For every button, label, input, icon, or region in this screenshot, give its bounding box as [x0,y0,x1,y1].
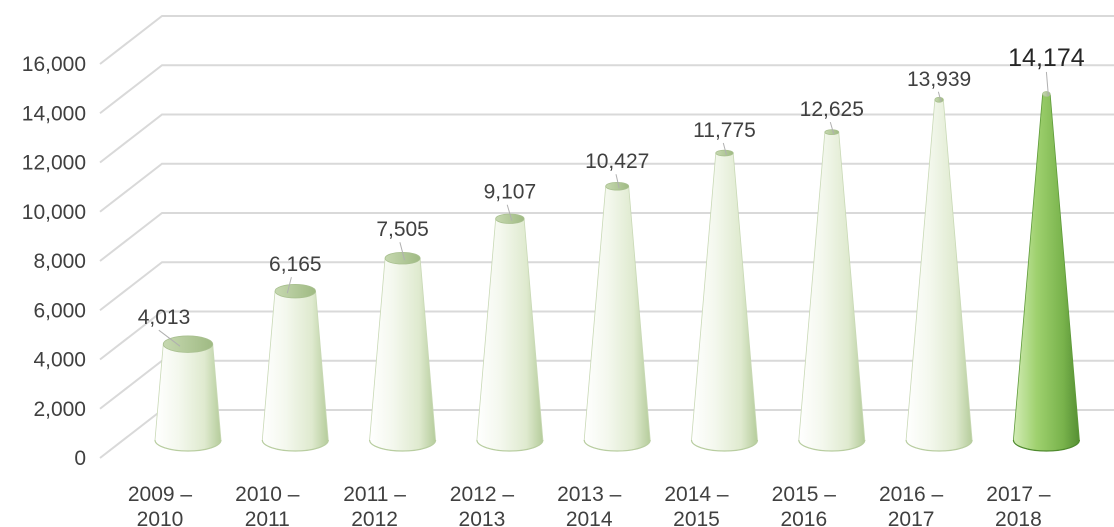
y-tick-label: 2,000 [33,398,86,421]
bar-body [154,343,222,452]
bar-body [691,152,758,452]
bar-cap [824,129,840,136]
bar-body [1012,93,1080,452]
bar-cap [274,284,316,299]
x-tick-label: 2015 –2016 [772,483,837,527]
bar-base-edge [583,439,651,452]
y-tick-label: 8,000 [33,250,86,273]
x-tick-label: 2011 –2012 [343,483,406,527]
bar: 10,427 [583,150,651,452]
y-tick-label: 12,000 [22,152,86,175]
data-label: 7,505 [376,218,429,241]
bar-cap [1042,91,1051,97]
y-tick-label: 4,000 [33,349,86,372]
gridlines [99,15,1114,459]
data-label-leader [1045,71,1049,97]
bar: 11,775 [690,119,759,452]
data-label-leader [829,121,835,135]
gridline [99,113,1114,164]
gridline [99,310,1114,361]
data-label-leader [158,329,181,347]
gridline [99,261,1114,312]
x-tick-label: 2017 –2018 [986,483,1051,527]
bar-body [905,99,973,452]
bar-base-edge [476,439,544,452]
y-tick-label: 16,000 [22,53,86,76]
data-label: 6,165 [269,253,322,276]
bar-base-edge [261,439,329,452]
data-label-leader [937,91,942,102]
gridline [99,64,1114,115]
y-tick-label: 6,000 [33,299,86,322]
bar: 9,107 [476,181,544,452]
bar: 7,505 [369,218,437,452]
x-tick-label: 2014 –2015 [664,483,729,527]
data-label: 11,775 [693,119,756,142]
bar-base-edge [1012,439,1080,452]
x-tick-label: 2016 –2017 [879,483,944,527]
bar-base-edge [154,439,222,452]
data-label: 4,013 [138,306,191,329]
y-tick-label: 0 [74,447,86,470]
bar-body [261,290,329,452]
data-label-leader [722,142,727,156]
data-label-leader [399,242,406,261]
bar-cap [605,182,630,191]
bar-cap [715,149,734,157]
bar-base-edge [905,439,973,452]
x-axis: 2009 –2010 2010 –2011 2011 –2012 2012 –2013… [128,483,1051,527]
y-tick-label: 10,000 [22,201,86,224]
bar: 13,939 [905,68,973,452]
y-axis: 0 2,000 4,000 6,000 8,000 10,000 12,000 14,000 1… [22,53,86,470]
data-label: 9,107 [484,181,537,204]
bar-body [476,218,544,452]
bar-body [369,257,437,452]
data-label-leader [615,174,620,189]
bar-body [798,131,866,452]
bar: 4,013 [138,306,222,452]
bar: 12,625 [798,98,866,452]
bar-base-edge [369,439,437,452]
bar: 6,165 [261,253,329,452]
x-tick-label: 2010 –2011 [235,483,300,527]
data-label: 14,174 [1008,44,1085,72]
x-tick-label: 2013 –2014 [557,483,622,527]
bar-body [583,185,651,452]
bar: 14,174 [1008,44,1085,452]
bar-cap [162,335,214,353]
bar-base-edge [798,439,866,452]
y-tick-label: 14,000 [22,102,86,125]
data-label: 12,625 [800,98,864,121]
x-tick-label: 2012 –2013 [450,483,515,527]
bar-base-edge [690,439,759,452]
gridline [99,212,1114,262]
gridline [99,162,1114,213]
data-label-leader [506,204,513,221]
gridline [99,15,1114,65]
data-label-leader [286,277,292,294]
bars: 4,013 6,165 7,505 9,107 10,427 11,775 12,625 13… [138,44,1085,452]
data-label: 10,427 [585,150,649,173]
data-label: 13,939 [907,68,971,91]
x-tick-label: 2009 –2010 [128,483,193,527]
bar-cap [934,96,944,103]
